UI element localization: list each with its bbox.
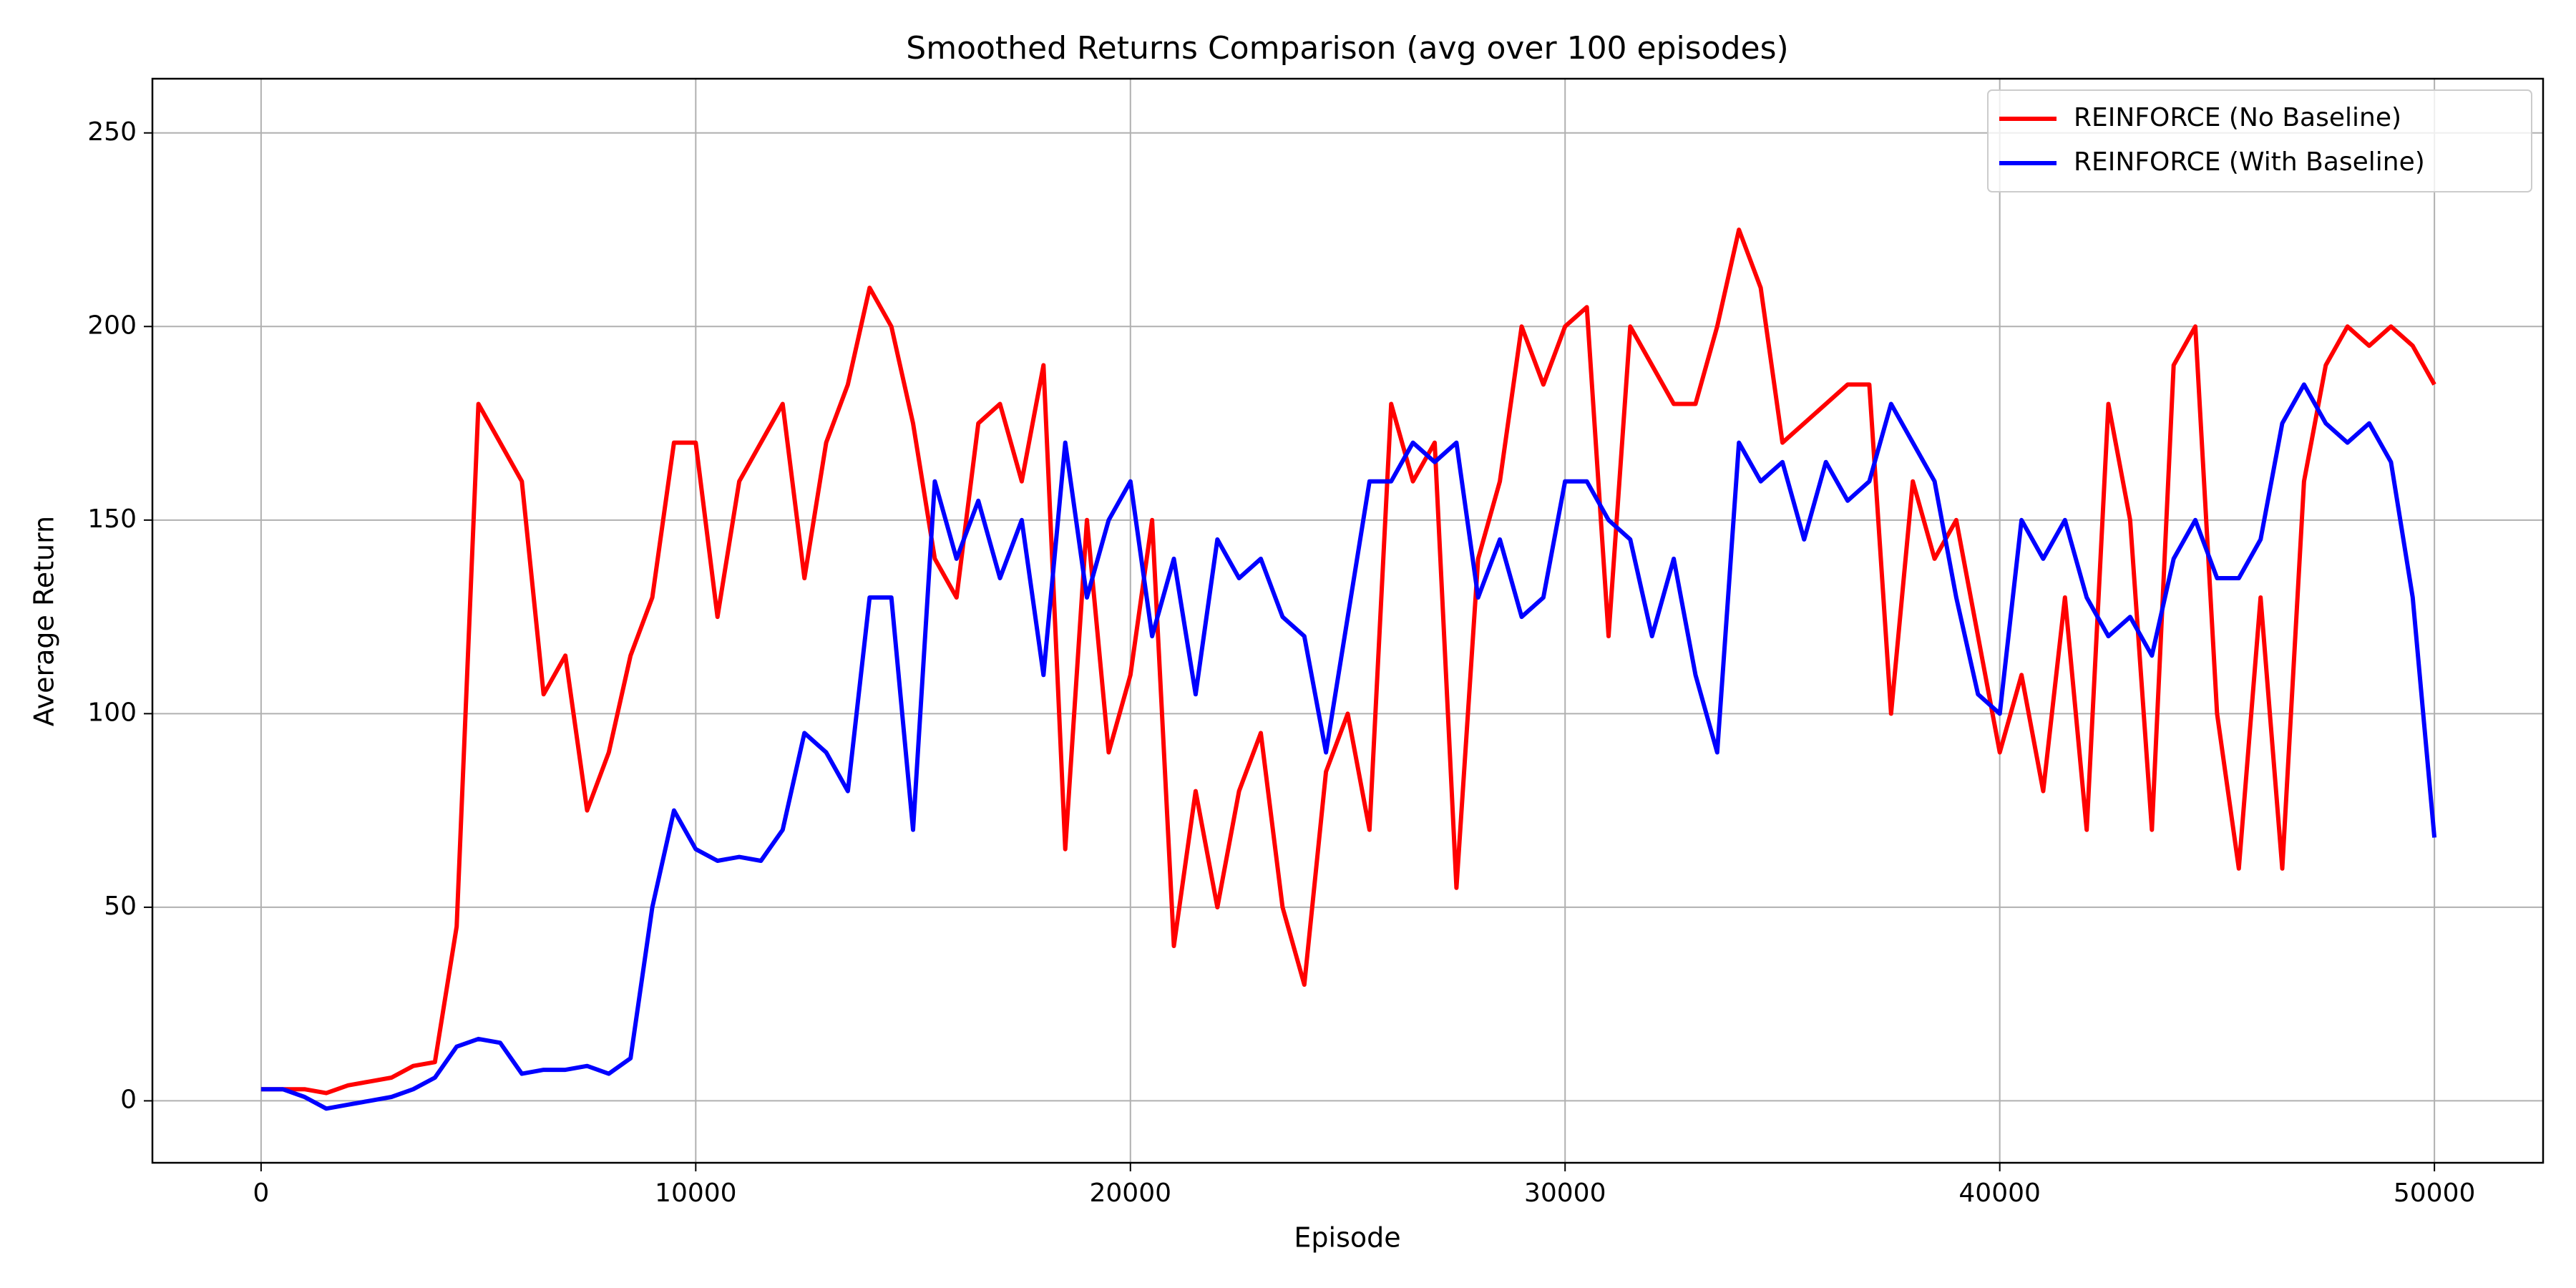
y-axis-label: Average Return xyxy=(29,516,60,726)
plot-frame xyxy=(151,77,2545,1164)
y-tick-label: 50 xyxy=(104,892,137,921)
x-tick-label: 20000 xyxy=(1090,1179,1172,1208)
chart-title: Smoothed Returns Comparison (avg over 10… xyxy=(906,30,1788,67)
x-axis-label: Episode xyxy=(1294,1222,1400,1254)
x-tick-label: 0 xyxy=(253,1179,269,1208)
legend: REINFORCE (No Baseline) REINFORCE (With B… xyxy=(1987,89,2532,192)
y-tick-label: 200 xyxy=(87,311,137,340)
line-series xyxy=(260,382,2437,1111)
x-tick-label: 10000 xyxy=(655,1179,737,1208)
y-tick-label: 250 xyxy=(87,117,137,147)
x-tick-label: 50000 xyxy=(2394,1179,2476,1208)
x-tick-label: 30000 xyxy=(1524,1179,1606,1208)
legend-label: REINFORCE (No Baseline) xyxy=(2074,103,2401,132)
line-series xyxy=(260,228,2436,1096)
y-tick-label: 0 xyxy=(120,1085,137,1114)
y-tick-label: 150 xyxy=(87,504,137,534)
legend-box xyxy=(1987,89,2532,192)
y-tick-label: 100 xyxy=(87,698,137,727)
legend-label: REINFORCE (With Baseline) xyxy=(2074,147,2425,177)
x-tick-label: 40000 xyxy=(1958,1179,2041,1208)
